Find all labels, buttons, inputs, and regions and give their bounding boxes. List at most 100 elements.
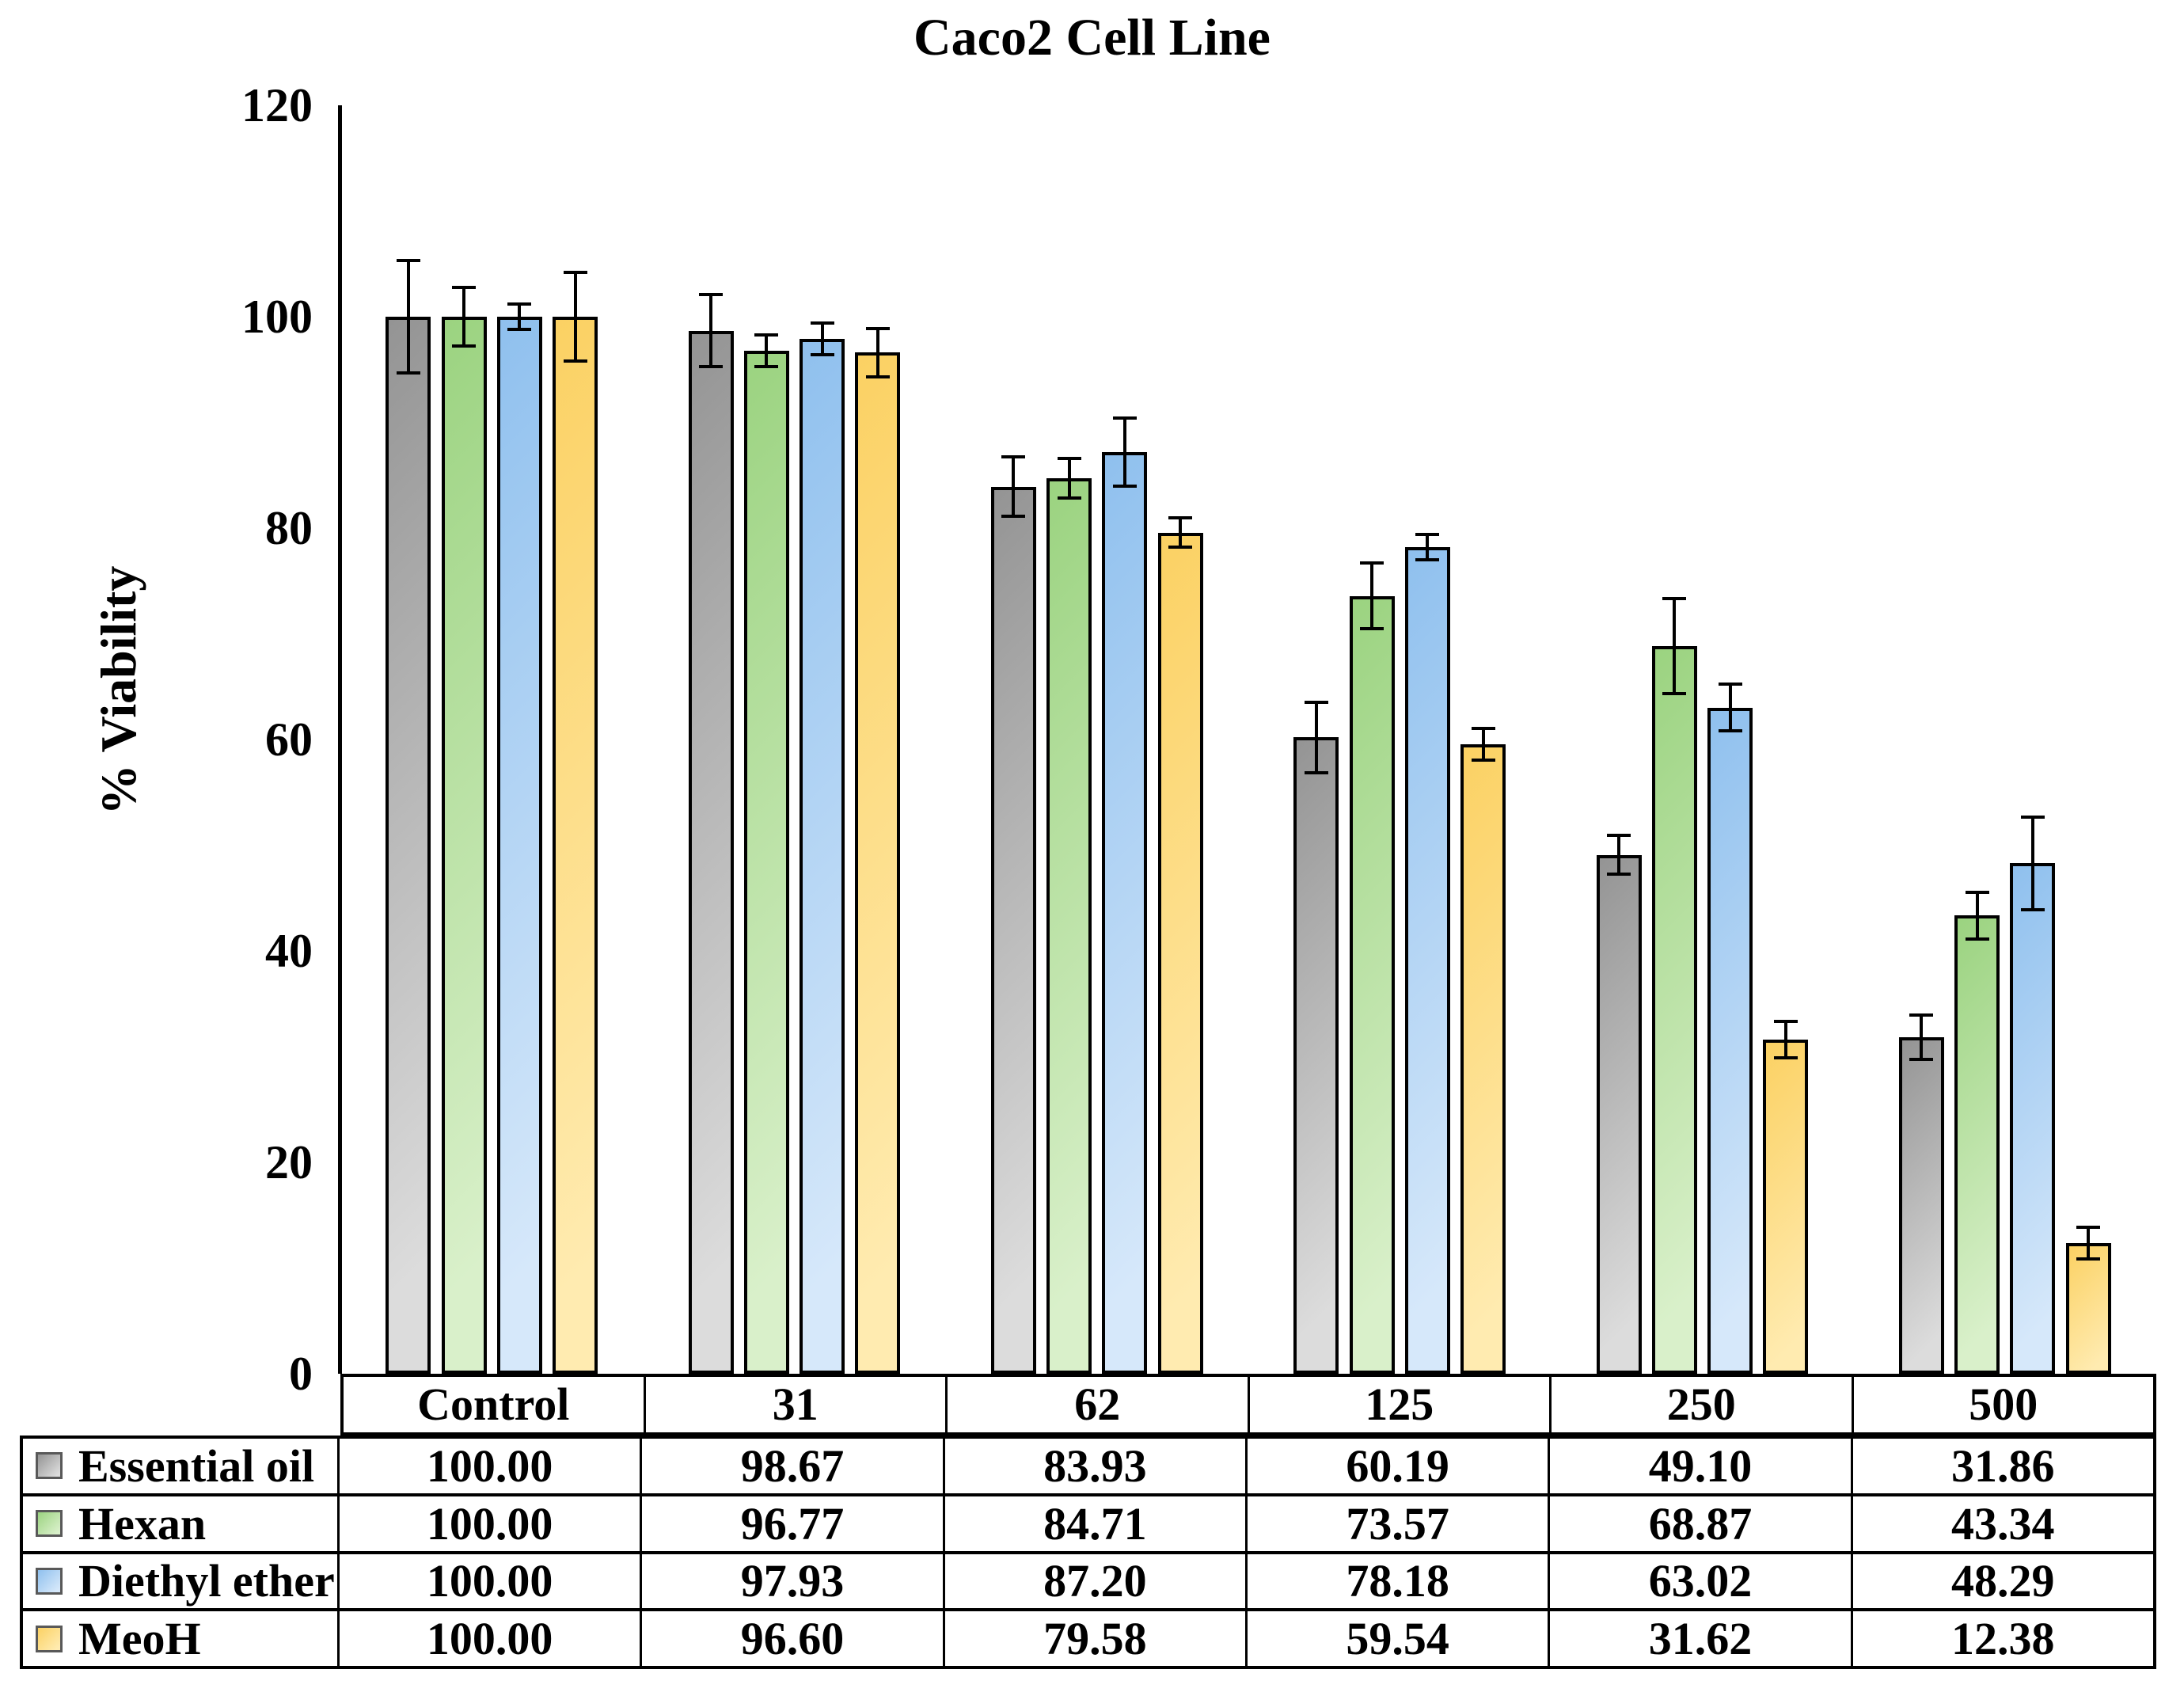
error-bar-cap-top <box>1471 727 1495 731</box>
error-bar-cap-top <box>1360 561 1384 565</box>
error-bar-cap-bottom <box>452 344 477 348</box>
error-bar-cap-top <box>396 259 420 263</box>
table-value: 31.62 <box>1548 1611 1850 1666</box>
error-bar-line <box>462 287 466 347</box>
table-value: 100.00 <box>426 1613 553 1665</box>
error-bar-line <box>1067 458 1071 499</box>
error-bar-line <box>2087 1226 2091 1259</box>
table-value: 12.38 <box>1850 1611 2153 1666</box>
legend-cell: MeoH <box>23 1611 340 1666</box>
table-row: Essential oil 100.00 98.67 83.93 60.19 4… <box>23 1439 2153 1493</box>
y-axis-line <box>338 105 342 1374</box>
table-value: 98.67 <box>640 1439 942 1493</box>
series-swatch-hexan-icon <box>36 1510 63 1538</box>
table-value: 96.60 <box>640 1611 942 1666</box>
error-bar-line <box>765 335 769 367</box>
table-row: MeoH 100.00 96.60 79.58 59.54 31.62 12.3… <box>23 1608 2153 1666</box>
error-bar-cap-top <box>1607 834 1631 838</box>
error-bar-line <box>1370 563 1374 629</box>
table-value: 60.19 <box>1244 1439 1548 1493</box>
error-bar-cap-top <box>2076 1225 2101 1229</box>
bar-essential-oil-500 <box>1898 1036 1944 1374</box>
error-bar-line <box>573 272 577 362</box>
error-bar-cap-top <box>1909 1013 1934 1017</box>
bar-essential-oil-125 <box>1293 737 1339 1374</box>
error-bar-line <box>1975 892 1979 939</box>
error-bar-cap-top <box>1965 891 1989 895</box>
series-swatch-essential-oil-icon <box>36 1452 63 1480</box>
error-bar-cap-top <box>699 293 724 297</box>
error-bar-line <box>1728 684 1732 732</box>
y-tick-100: 100 <box>241 291 313 343</box>
error-bar-cap-bottom <box>507 328 532 332</box>
bar-diethyl-ether-31 <box>800 338 845 1374</box>
error-bar-cap-bottom <box>563 359 587 363</box>
legend-cell: Diethyl ether <box>23 1553 340 1609</box>
error-bar-line <box>2030 816 2034 911</box>
bar-diethyl-ether-500 <box>2010 863 2056 1374</box>
error-bar-line <box>406 260 410 373</box>
table-value: 100.00 <box>426 1439 553 1492</box>
y-tick-40: 40 <box>265 925 313 977</box>
error-bar-cap-bottom <box>1001 514 1026 518</box>
error-bar-line <box>1179 517 1183 548</box>
bar-diethyl-ether-control <box>496 317 542 1374</box>
table-value: 59.54 <box>1244 1611 1548 1666</box>
error-bar-cap-top <box>865 326 890 330</box>
bar-diethyl-ether-62 <box>1102 451 1148 1374</box>
y-tick-120: 120 <box>241 79 313 131</box>
bar-hexan-125 <box>1349 595 1395 1374</box>
error-bar-line <box>1617 835 1621 874</box>
series-label: Diethyl ether <box>78 1555 335 1607</box>
category-label: 500 <box>1851 1377 2154 1432</box>
error-bar-cap-bottom <box>865 375 890 379</box>
bar-essential-oil-250 <box>1596 854 1642 1374</box>
error-bar-cap-bottom <box>1909 1057 1934 1061</box>
bar-meoh-250 <box>1763 1039 1809 1374</box>
table-value: 49.10 <box>1548 1439 1850 1493</box>
bar-hexan-62 <box>1046 478 1092 1374</box>
y-tick-60: 60 <box>265 713 313 766</box>
bar-meoh-125 <box>1460 744 1506 1374</box>
y-axis-title: % Viability <box>90 565 146 816</box>
error-bar-cap-bottom <box>1471 759 1495 762</box>
category-label: 62 <box>945 1377 1248 1432</box>
error-bar-line <box>1783 1021 1787 1058</box>
y-tick-80: 80 <box>265 502 313 554</box>
error-bar-cap-top <box>1718 683 1742 686</box>
error-bar-line <box>1314 702 1318 773</box>
series-label: MeoH <box>78 1613 201 1665</box>
error-bar-cap-bottom <box>396 371 420 375</box>
error-bar-cap-top <box>2020 815 2045 819</box>
table-value: 100.00 <box>426 1497 553 1550</box>
bar-hexan-250 <box>1651 645 1697 1374</box>
error-bar-cap-bottom <box>1304 770 1328 774</box>
error-bar-cap-top <box>1304 701 1328 705</box>
bar-meoh-control <box>553 317 598 1374</box>
bar-essential-oil-control <box>386 317 431 1374</box>
error-bar-cap-bottom <box>2076 1257 2101 1261</box>
table-value: 79.58 <box>942 1611 1245 1666</box>
table-value: 63.02 <box>1548 1553 1850 1609</box>
error-bar-cap-bottom <box>1057 496 1081 500</box>
error-bar-line <box>709 295 713 367</box>
error-bar-cap-top <box>507 302 532 306</box>
error-bar-line <box>1012 457 1016 516</box>
table-value: 43.34 <box>1850 1496 2153 1551</box>
series-swatch-meoh-icon <box>36 1625 63 1652</box>
series-label: Essential oil <box>78 1439 315 1492</box>
error-bar-line <box>1673 598 1677 694</box>
error-bar-cap-top <box>1168 515 1193 519</box>
error-bar-cap-top <box>1415 533 1440 537</box>
error-bar-line <box>1122 418 1126 486</box>
table-value: 48.29 <box>1850 1553 2153 1609</box>
series-swatch-diethyl-ether-icon <box>36 1567 63 1595</box>
error-bar-cap-bottom <box>810 352 834 356</box>
error-bar-cap-bottom <box>754 365 779 369</box>
error-bar-cap-top <box>1112 416 1137 420</box>
legend-cell: Essential oil <box>23 1439 340 1493</box>
error-bar-cap-top <box>754 333 779 337</box>
table-value: 83.93 <box>942 1439 1245 1493</box>
table-row: Diethyl ether 100.00 97.93 87.20 78.18 6… <box>23 1550 2153 1609</box>
error-bar-cap-bottom <box>1360 627 1384 631</box>
